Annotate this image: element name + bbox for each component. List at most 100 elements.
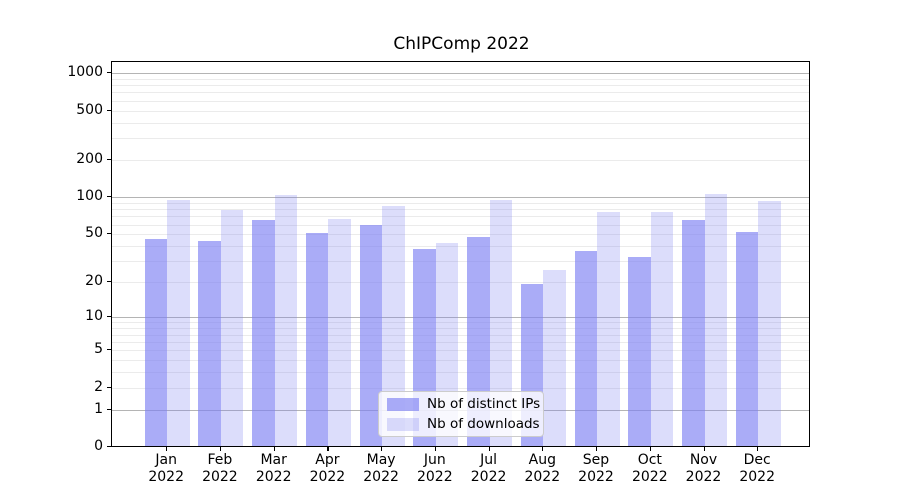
- x-tick-year: 2022: [578, 469, 614, 485]
- y-tick-label: 2: [94, 378, 103, 395]
- x-tick-mark: [649, 447, 651, 451]
- gridline-major: [112, 317, 809, 319]
- bar-nb-of-distinct-ips-dec: [735, 232, 759, 446]
- y-tick-mark: [107, 233, 111, 235]
- x-tick-mark: [434, 447, 436, 451]
- gridline-major: [112, 73, 809, 75]
- y-tick-label: 20: [85, 273, 103, 290]
- y-tick-mark: [107, 408, 111, 410]
- gridline-minor: [112, 92, 809, 94]
- x-tick-year: 2022: [309, 469, 346, 485]
- plot-area: [111, 61, 810, 447]
- x-tick-label: May 2022: [351, 452, 411, 486]
- gridline-minor: [112, 202, 809, 204]
- legend-label: Nb of distinct IPs: [427, 396, 541, 412]
- x-tick-label: Sep 2022: [566, 452, 626, 486]
- y-tick-mark: [107, 446, 111, 448]
- x-tick-label: Dec 2022: [727, 452, 787, 486]
- gridline-minor: [112, 224, 809, 226]
- y-tick-mark: [107, 386, 111, 388]
- x-tick-month: Mar: [260, 452, 287, 468]
- x-tick-label: Jul 2022: [459, 452, 519, 486]
- gridline-minor: [112, 322, 809, 324]
- gridline-minor: [112, 246, 809, 247]
- gridline-minor: [112, 328, 809, 330]
- bar-nb-of-distinct-ips-oct: [628, 256, 651, 446]
- y-tick-label: 5: [94, 341, 103, 357]
- bar-nb-of-downloads-sep: [597, 212, 620, 446]
- x-tick-year: 2022: [524, 469, 561, 485]
- x-tick-label: Jun 2022: [405, 452, 465, 486]
- bar-nb-of-distinct-ips-apr: [305, 233, 329, 446]
- bar-nb-of-distinct-ips-nov: [682, 220, 705, 446]
- y-tick-label: 500: [76, 101, 103, 118]
- y-tick-label: 0: [94, 438, 103, 454]
- legend: Nb of distinct IPs Nb of downloads: [378, 391, 544, 437]
- bar-nb-of-downloads-apr: [328, 218, 351, 446]
- gridline-minor: [112, 334, 809, 336]
- x-tick-label: Jan 2022: [136, 452, 196, 486]
- x-tick-label: Feb 2022: [190, 452, 250, 486]
- gridline-minor: [112, 216, 809, 218]
- y-tick-label: 10: [85, 308, 103, 325]
- gridline-minor: [112, 350, 809, 351]
- legend-swatch: [387, 397, 419, 411]
- gridline-minor: [112, 261, 809, 263]
- bar-nb-of-distinct-ips-mar: [252, 220, 275, 446]
- y-tick-mark: [107, 281, 111, 283]
- x-tick-year: 2022: [255, 469, 292, 485]
- gridline-minor: [112, 372, 809, 373]
- x-tick-year: 2022: [148, 469, 184, 485]
- x-tick-mark: [703, 447, 705, 451]
- gridline-minor: [112, 341, 809, 343]
- bar-nb-of-downloads-may: [382, 206, 405, 446]
- bar-nb-of-distinct-ips-may: [359, 225, 383, 446]
- y-tick-mark: [107, 159, 111, 161]
- x-tick-month: Aug: [528, 452, 556, 468]
- bar-nb-of-downloads-oct: [650, 211, 674, 446]
- x-tick-mark: [542, 447, 544, 451]
- gridline-minor: [112, 387, 809, 389]
- y-tick-label: 200: [76, 151, 103, 167]
- x-tick-year: 2022: [363, 469, 399, 485]
- y-tick-label: 1: [94, 400, 103, 417]
- x-tick-mark: [273, 447, 275, 451]
- y-tick-label: 50: [85, 225, 103, 242]
- y-tick-label: 1000: [67, 64, 103, 81]
- x-tick-label: Apr 2022: [297, 452, 357, 486]
- gridline-minor: [112, 234, 809, 236]
- bar-nb-of-downloads-jul: [489, 200, 513, 446]
- bar-nb-of-downloads-dec: [758, 200, 781, 446]
- gridline-minor: [112, 209, 809, 211]
- gridline-minor: [112, 282, 809, 284]
- x-tick-month: Dec: [743, 452, 771, 468]
- x-tick-month: Apr: [315, 452, 340, 468]
- x-tick-month: Nov: [689, 452, 718, 468]
- x-tick-mark: [166, 447, 168, 451]
- x-tick-mark: [596, 447, 598, 451]
- x-tick-year: 2022: [202, 469, 238, 485]
- x-tick-year: 2022: [631, 469, 668, 485]
- x-tick-year: 2022: [685, 469, 722, 485]
- gridline-minor: [112, 359, 809, 361]
- x-tick-label: Nov 2022: [674, 452, 734, 486]
- x-tick-month: Oct: [637, 452, 662, 468]
- gridline-minor: [112, 100, 809, 102]
- x-tick-mark: [327, 447, 329, 451]
- x-tick-mark: [488, 447, 490, 451]
- x-tick-month: Sep: [582, 452, 610, 468]
- x-tick-month: Feb: [207, 452, 233, 468]
- y-tick-mark: [107, 349, 111, 351]
- legend-entry: Nb of downloads: [387, 416, 540, 432]
- y-tick-mark: [107, 109, 111, 111]
- x-tick-label: Aug 2022: [512, 452, 572, 486]
- bar-nb-of-distinct-ips-sep: [574, 250, 597, 446]
- x-tick-month: Jul: [480, 452, 498, 468]
- x-tick-mark: [757, 447, 759, 451]
- x-tick-mark: [219, 447, 222, 451]
- y-tick-mark: [107, 196, 111, 198]
- x-tick-label: Oct 2022: [620, 452, 680, 486]
- y-tick-mark: [107, 72, 111, 74]
- gridline-minor: [112, 122, 809, 124]
